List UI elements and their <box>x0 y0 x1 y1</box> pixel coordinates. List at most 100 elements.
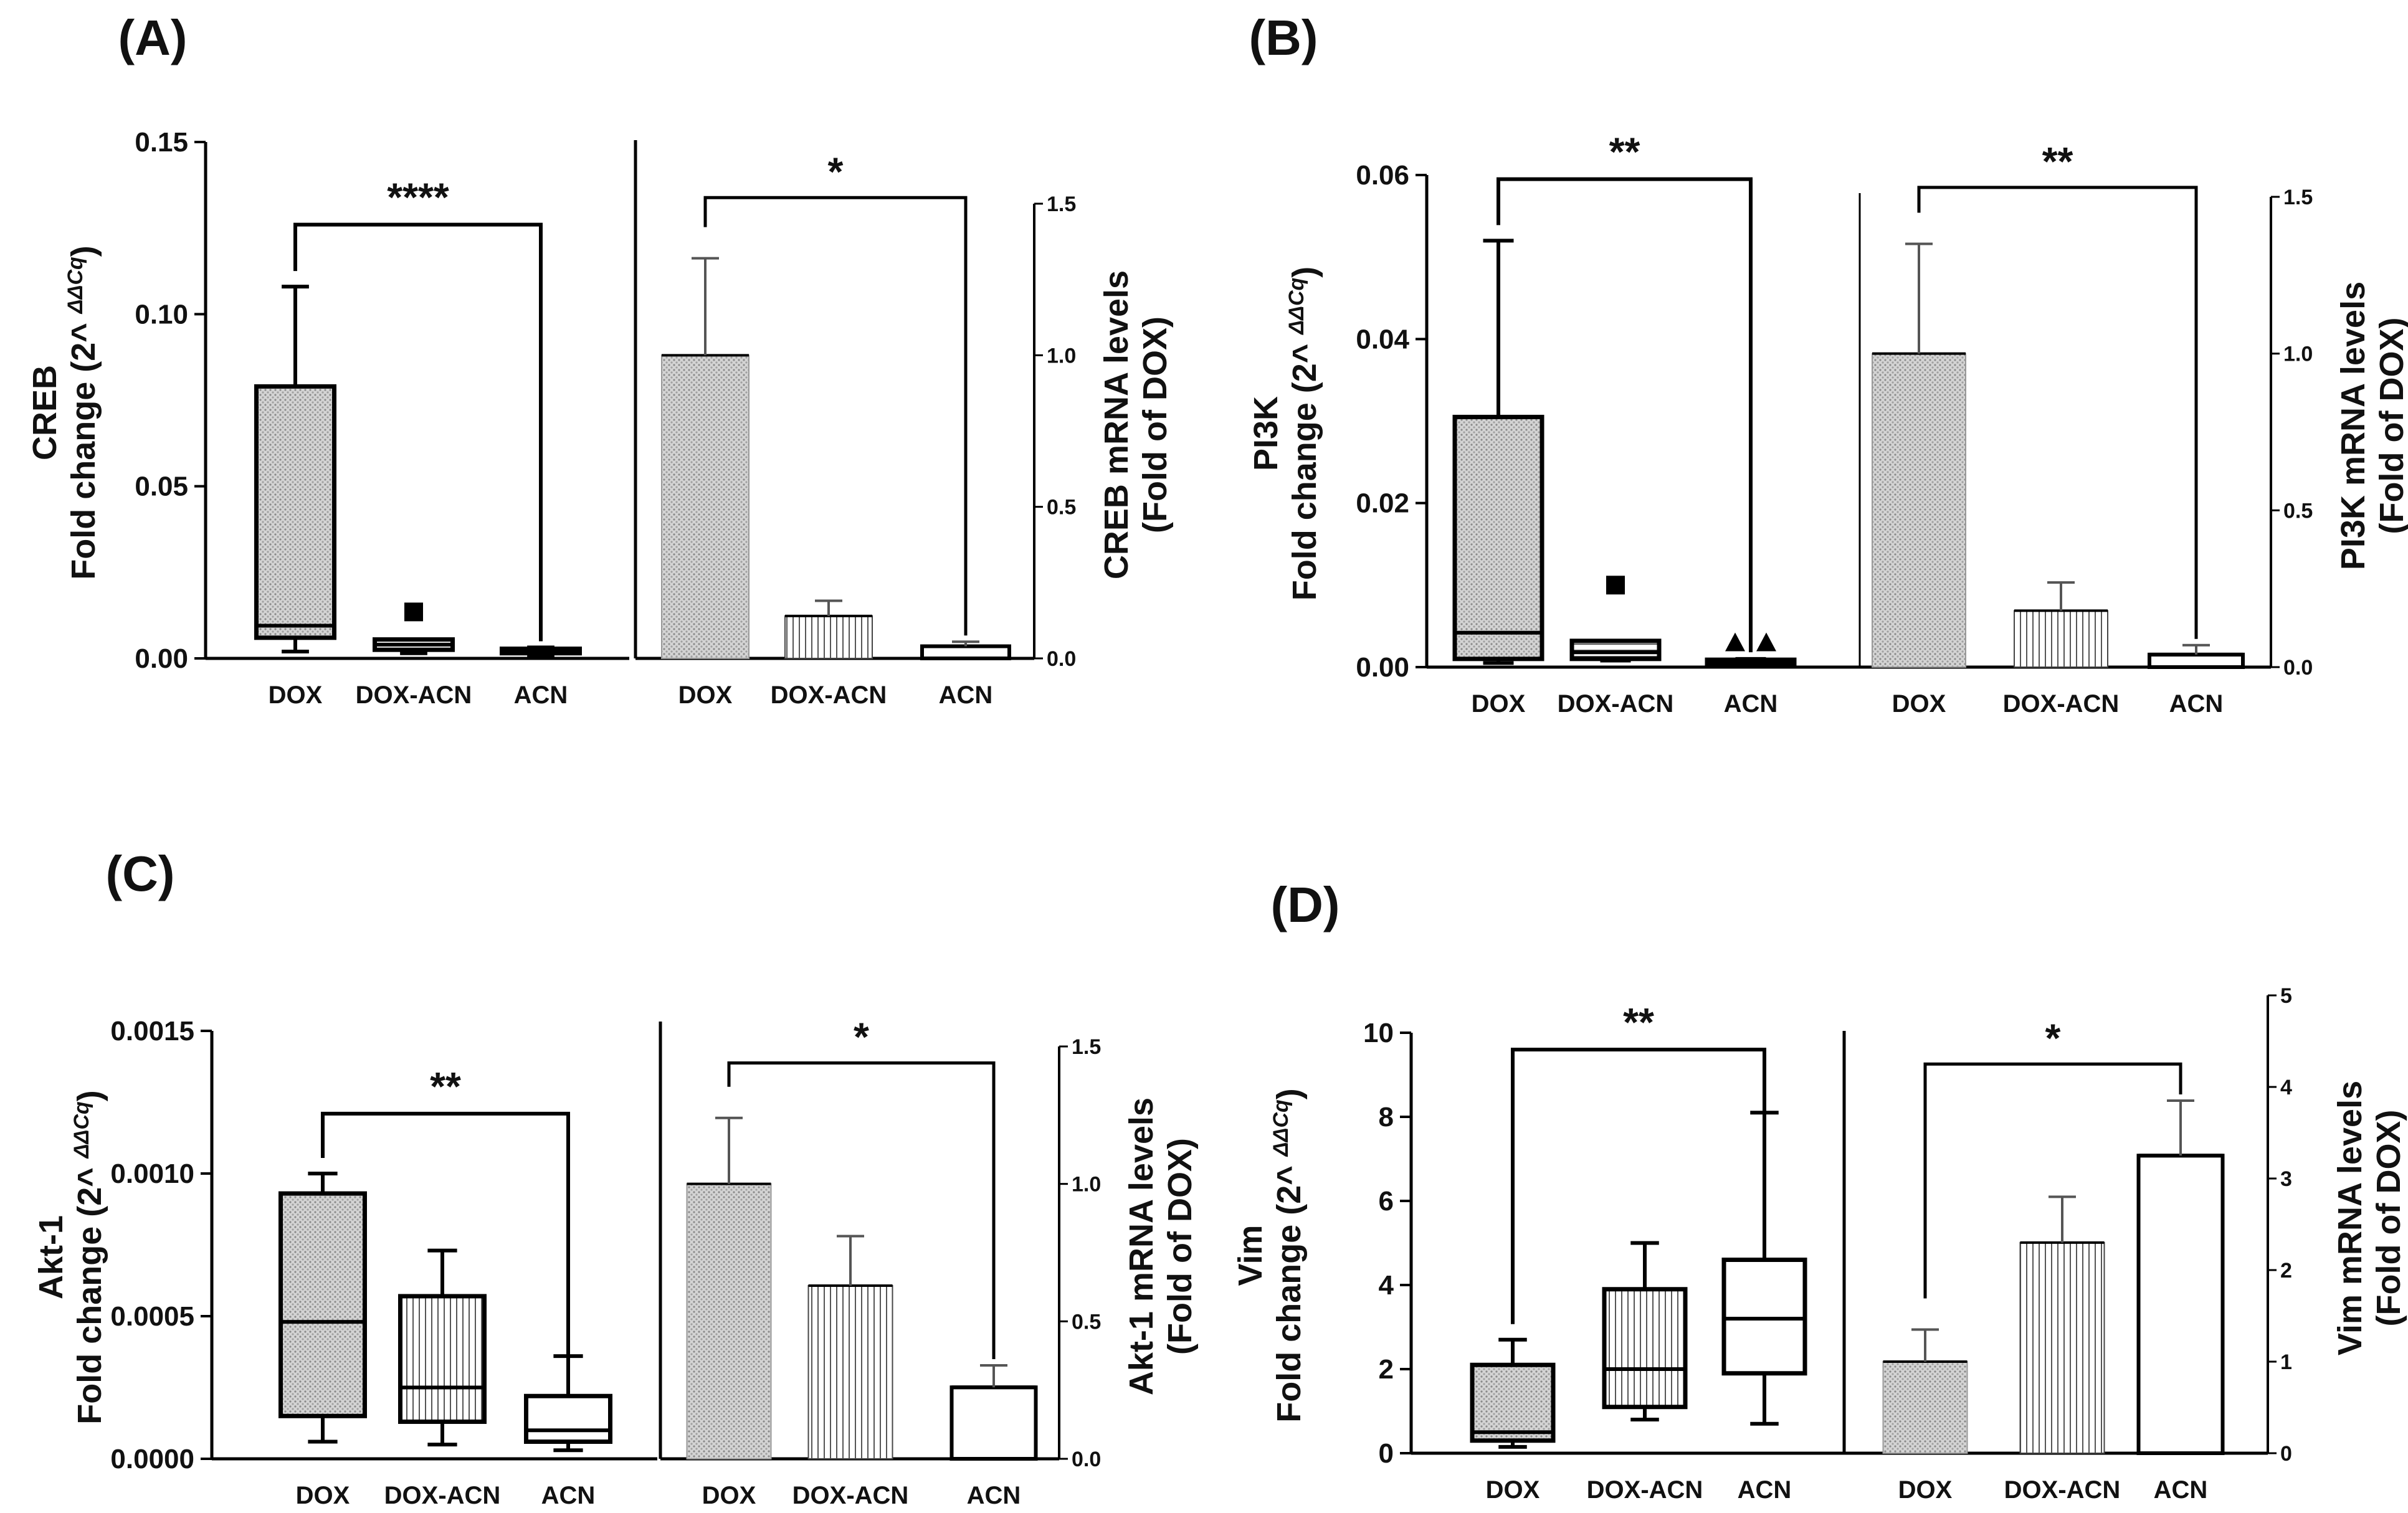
box-body <box>254 384 336 640</box>
panel-label: (D) <box>1270 877 1340 932</box>
box-body <box>1470 1362 1556 1443</box>
box-plot: 0.00 0.02 0.04 0.06 PI3K Fold change (2^ ΔΔCq… <box>1247 130 1860 718</box>
bar-rect <box>949 1385 1038 1461</box>
y-tick-label: 0.00 <box>1356 652 1409 683</box>
panel-2: (B) 0.00 0.02 0.04 0.06 PI3K Fold change (2^ Δ… <box>1247 10 2408 718</box>
fold-label-close: ) <box>71 1090 108 1101</box>
significance-bracket-right <box>1923 1062 2182 1299</box>
bar-rect <box>2148 652 2245 670</box>
x-category-label-right: ACN <box>2154 1476 2208 1504</box>
y-tick-label: 0.0000 <box>110 1444 194 1474</box>
fold-label-sup: ΔΔCq <box>1285 277 1308 335</box>
x-category-label: DOX-ACN <box>384 1482 501 1509</box>
bar-dox-acn: DOX-ACN <box>792 1235 908 1509</box>
fold-label-main: Fold change (2^ <box>1286 334 1323 601</box>
fold-label-close: ) <box>65 245 102 257</box>
significance-label: ** <box>1609 130 1640 174</box>
x-category-label-right: DOX <box>678 681 733 709</box>
fold-label-sup: ΔΔCq <box>1269 1099 1293 1157</box>
bar-rect <box>784 615 873 659</box>
bar-rect <box>807 1284 893 1459</box>
y-tick-label: 0.00 <box>135 643 188 674</box>
x-category-label: DOX <box>296 1482 350 1509</box>
significance-label: **** <box>387 175 449 220</box>
x-category-label: DOX <box>1486 1476 1540 1504</box>
y-tick-label-right: 0.5 <box>2283 499 2313 523</box>
y-tick-label-right: 0.5 <box>1072 1310 1101 1334</box>
bar-acn: ACN <box>920 640 1011 709</box>
y-axis-label-gene: PI3K <box>1247 396 1285 471</box>
bar-rect <box>686 1183 772 1459</box>
box-body <box>1569 638 1662 662</box>
y-tick-label: 0.10 <box>135 299 188 330</box>
bar-rect <box>1872 353 1966 668</box>
significance-label-right: * <box>828 149 844 194</box>
bar-chart: 0.0 0.5 1.0 1.5 PI3K mRNA levels (Fold of DOX… <box>1860 139 2408 718</box>
y-axis-label-gene: Akt-1 <box>32 1215 70 1299</box>
y-tick-label: 0.15 <box>135 127 188 158</box>
panel-1: (A) 0.00 0.05 0.10 0.15 CREB Fold change (2^ Δ… <box>26 10 1174 709</box>
bar-rect <box>2014 610 2108 668</box>
y-tick-label-right: 1.5 <box>1072 1035 1101 1059</box>
bar-rect <box>2136 1154 2225 1455</box>
x-category-label: ACN <box>514 681 568 709</box>
significance-bracket-right <box>727 1061 996 1359</box>
box-acn: ACN <box>1705 632 1797 718</box>
y-axis-label-fold: Fold change (2^ ΔΔCq) <box>64 245 102 580</box>
box-body <box>278 1191 367 1418</box>
y-axis-label-fold: Fold change (2^ ΔΔCq) <box>1269 1088 1308 1423</box>
box-body <box>398 1294 487 1424</box>
significance-bracket-right <box>1917 186 2198 639</box>
outlier-point <box>1725 632 1745 652</box>
y-tick-label-right: 0.0 <box>1047 647 1076 671</box>
y-tick-label: 0.0010 <box>110 1159 194 1189</box>
panel-label: (B) <box>1249 10 1318 65</box>
box-plot: 0 2 4 6 8 10 Vim Fold change (2^ ΔΔCq) DOX DOX-AC… <box>1232 1000 1844 1504</box>
y-tick-label-right: 0.0 <box>1072 1448 1101 1471</box>
y-axis-label-right-sub: (Fold of DOX) <box>1161 1138 1199 1355</box>
x-category-label-right: ACN <box>939 681 993 709</box>
box-dox: DOX <box>278 1172 367 1509</box>
y-axis-label-right-sub: (Fold of DOX) <box>2370 1110 2407 1327</box>
y-tick-label: 0.05 <box>135 472 188 502</box>
x-category-label: DOX-ACN <box>1587 1476 1703 1504</box>
x-category-label-right: DOX-ACN <box>2003 690 2120 718</box>
y-tick-label: 0.02 <box>1356 488 1409 519</box>
significance-bracket <box>293 222 543 642</box>
y-tick-label-right: 0 <box>2280 1442 2292 1466</box>
significance-bracket <box>1511 1048 1766 1324</box>
y-tick-label: 0 <box>1379 1438 1394 1469</box>
box-body <box>524 1393 612 1444</box>
outlier-point <box>404 602 423 622</box>
y-tick-label-right: 1.5 <box>1047 192 1076 216</box>
fold-label-close: ) <box>1270 1088 1308 1099</box>
x-category-label: DOX-ACN <box>1558 690 1674 718</box>
bar-rect <box>661 354 750 659</box>
y-tick-label: 6 <box>1379 1186 1394 1217</box>
y-axis-label-right-sub: (Fold of DOX) <box>2373 318 2408 534</box>
panel-label: (C) <box>105 846 174 901</box>
box-acn: ACN <box>500 645 582 709</box>
bar-chart: 0.0 0.5 1.0 1.5 CREB mRNA levels (Fold of DOX… <box>635 149 1174 709</box>
y-tick-label-right: 0.5 <box>1047 496 1076 519</box>
box-body <box>1721 1258 1807 1376</box>
box-plot: 0.0000 0.0005 0.0010 0.0015 Akt-1 Fold change… <box>32 1016 657 1509</box>
y-tick-label: 4 <box>1379 1270 1394 1301</box>
y-tick-label-right: 1.0 <box>1072 1173 1101 1197</box>
y-tick-label: 0.0005 <box>110 1301 194 1332</box>
box-dox: DOX <box>254 285 336 709</box>
bar-dox: DOX <box>1872 242 1966 718</box>
fold-label-main: Fold change (2^ <box>1270 1156 1308 1423</box>
bar-dox: DOX <box>1882 1328 1968 1504</box>
x-category-label: DOX-ACN <box>356 681 472 709</box>
bar-acn: ACN <box>949 1364 1038 1509</box>
x-category-label-right: DOX <box>1898 1476 1953 1504</box>
fold-label-sup: ΔΔCq <box>70 1101 93 1159</box>
y-axis-label-right: CREB mRNA levels <box>1098 270 1135 579</box>
y-axis-label-gene: CREB <box>26 365 64 460</box>
fold-label-main: Fold change (2^ <box>71 1158 108 1425</box>
y-tick-label: 10 <box>1363 1018 1394 1048</box>
box-plot: 0.00 0.05 0.10 0.15 CREB Fold change (2^ ΔΔCq… <box>26 127 629 709</box>
